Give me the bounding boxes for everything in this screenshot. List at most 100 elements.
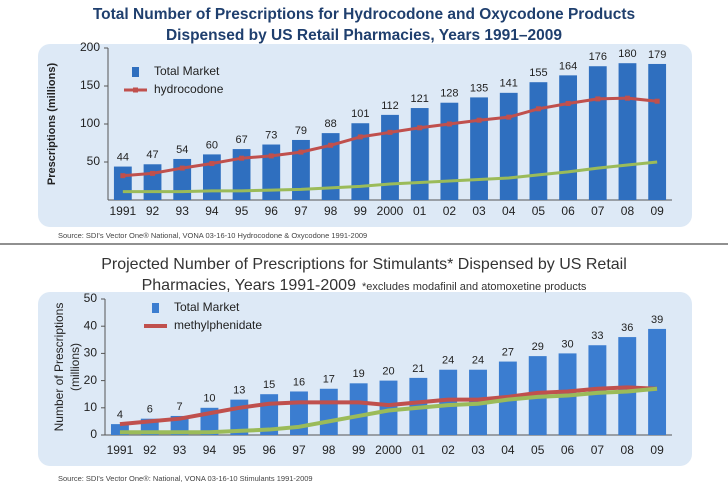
legend-swatch xyxy=(132,67,139,77)
bar xyxy=(202,154,221,200)
x-tick-label: 05 xyxy=(532,204,546,218)
chart-title: Dispensed by US Retail Pharmacies, Years… xyxy=(166,27,562,44)
bar xyxy=(440,102,459,200)
value-label: 33 xyxy=(591,330,603,342)
bar xyxy=(559,75,578,200)
x-tick-label: 98 xyxy=(322,443,336,457)
x-tick-label: 2000 xyxy=(375,443,402,457)
x-tick-label: 01 xyxy=(412,443,426,457)
y-tick-label: 100 xyxy=(80,116,100,130)
value-label: 101 xyxy=(351,108,369,120)
legend-marker xyxy=(133,87,138,93)
bar xyxy=(262,144,281,200)
line-marker xyxy=(150,170,156,176)
line-marker xyxy=(654,98,660,104)
x-tick-label: 1991 xyxy=(107,443,134,457)
line-marker xyxy=(595,96,601,102)
x-tick-label: 03 xyxy=(471,443,485,457)
line-marker xyxy=(209,161,215,167)
value-label: 121 xyxy=(411,93,429,105)
bar xyxy=(529,82,548,200)
x-tick-label: 95 xyxy=(233,443,247,457)
bar xyxy=(349,383,368,435)
line-marker xyxy=(565,100,571,106)
line-marker xyxy=(328,142,334,148)
chart-title: Pharmacies, Years 1991-2009 xyxy=(142,277,356,294)
value-label: 47 xyxy=(146,149,158,161)
x-tick-label: 01 xyxy=(413,204,427,218)
value-label: 16 xyxy=(293,376,305,388)
x-tick-label: 92 xyxy=(146,204,160,218)
y-tick-label: 50 xyxy=(87,154,101,168)
value-label: 19 xyxy=(353,368,365,380)
chart-title: Total Number of Prescriptions for Hydroc… xyxy=(93,6,635,23)
x-tick-label: 97 xyxy=(292,443,306,457)
x-tick-label: 06 xyxy=(561,443,575,457)
bar xyxy=(173,158,192,200)
x-tick-label: 99 xyxy=(352,443,366,457)
value-label: 67 xyxy=(235,134,247,146)
value-label: 179 xyxy=(648,49,666,61)
bar xyxy=(319,388,338,435)
value-label: 128 xyxy=(440,88,458,100)
x-tick-label: 02 xyxy=(442,443,456,457)
value-label: 15 xyxy=(263,379,275,391)
line-marker xyxy=(624,95,630,101)
value-label: 112 xyxy=(381,100,399,112)
value-label: 6 xyxy=(147,404,153,416)
value-label: 73 xyxy=(265,129,277,141)
x-tick-label: 09 xyxy=(650,204,664,218)
value-label: 79 xyxy=(295,125,307,137)
bar xyxy=(618,63,637,201)
x-tick-label: 94 xyxy=(203,443,217,457)
value-label: 10 xyxy=(203,393,215,405)
bar xyxy=(588,66,607,201)
x-tick-label: 96 xyxy=(262,443,276,457)
bar xyxy=(113,166,132,200)
value-label: 60 xyxy=(206,139,218,151)
y-tick-label: 30 xyxy=(84,346,98,360)
bar xyxy=(410,108,429,200)
legend-label: hydrocodone xyxy=(154,82,224,96)
value-label: 141 xyxy=(500,78,518,90)
value-label: 13 xyxy=(233,385,245,397)
x-tick-label: 09 xyxy=(650,443,664,457)
value-label: 88 xyxy=(325,118,337,130)
y-axis-label: Prescriptions (millions) xyxy=(46,63,58,186)
line-marker xyxy=(446,121,452,127)
bar xyxy=(381,114,399,200)
bar xyxy=(143,164,162,200)
bar xyxy=(648,328,667,435)
x-tick-label: 07 xyxy=(591,443,605,457)
source: Source: SDI's Vector One® National, VONA… xyxy=(58,231,367,240)
value-label: 164 xyxy=(559,60,577,72)
value-label: 27 xyxy=(502,346,514,358)
line-marker xyxy=(298,149,304,155)
y-tick-label: 10 xyxy=(84,400,98,414)
x-tick-label: 97 xyxy=(294,204,308,218)
bar xyxy=(499,92,518,200)
x-tick-label: 08 xyxy=(621,204,635,218)
value-label: 21 xyxy=(412,363,424,375)
bar xyxy=(439,369,458,435)
value-label: 17 xyxy=(323,374,335,386)
legend-label: methylphenidate xyxy=(174,318,262,332)
line-marker xyxy=(387,129,393,135)
x-tick-label: 04 xyxy=(501,443,515,457)
x-tick-label: 1991 xyxy=(109,204,136,218)
x-tick-label: 94 xyxy=(205,204,219,218)
x-tick-label: 05 xyxy=(531,443,545,457)
value-label: 155 xyxy=(529,67,547,79)
value-label: 24 xyxy=(442,355,454,367)
x-tick-label: 02 xyxy=(443,204,457,218)
x-tick-label: 93 xyxy=(173,443,187,457)
x-tick-label: 95 xyxy=(235,204,249,218)
line-marker xyxy=(417,125,423,131)
line-marker xyxy=(506,114,512,120)
bar xyxy=(110,424,129,435)
value-label: 54 xyxy=(176,144,188,156)
y-tick-label: 200 xyxy=(80,40,100,54)
value-label: 176 xyxy=(589,51,607,63)
x-tick-label: 08 xyxy=(621,443,635,457)
